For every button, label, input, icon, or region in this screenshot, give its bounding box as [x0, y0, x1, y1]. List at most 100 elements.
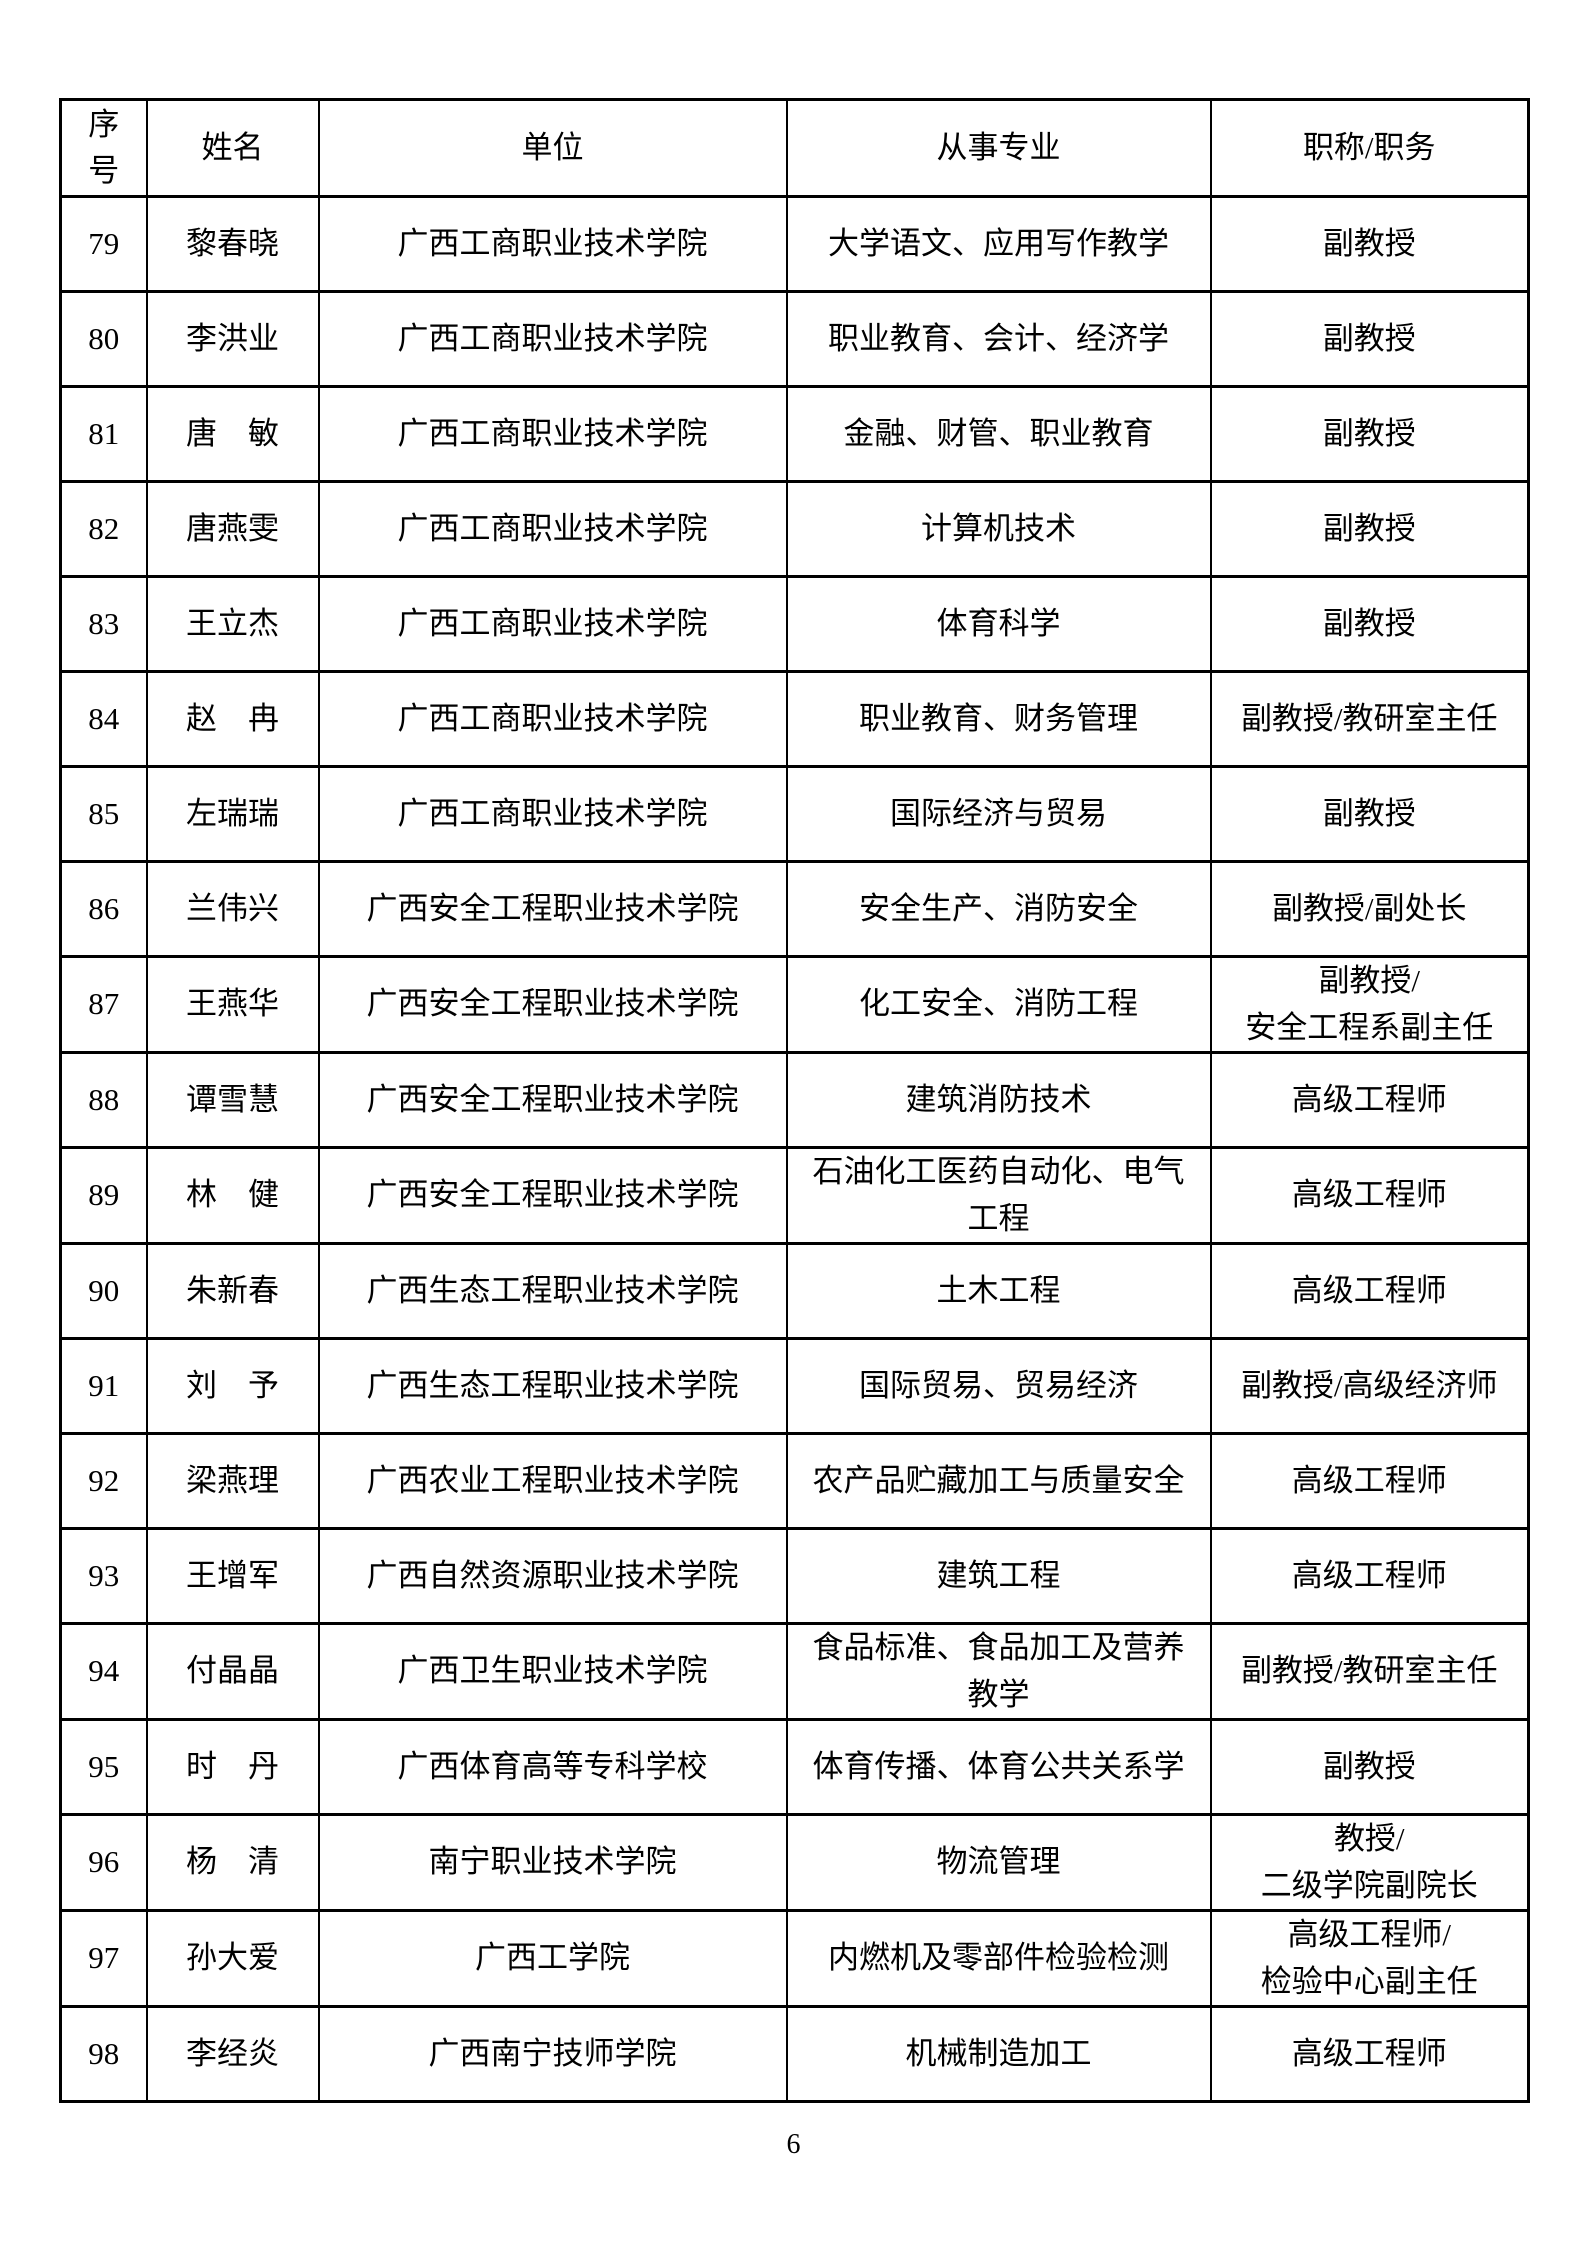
cell-title: 高级工程师 — [1209, 1527, 1530, 1625]
cell-unit: 广西安全工程职业技术学院 — [317, 860, 788, 958]
table-row: 83 王立杰 广西工商职业技术学院 体育科学 副教授 — [59, 575, 1530, 673]
cell-unit: 广西工商职业技术学院 — [317, 480, 788, 578]
cell-serial: 83 — [59, 575, 148, 673]
table-row: 94 付晶晶 广西卫生职业技术学院 食品标准、食品加工及营养 教学 副教授/教研… — [59, 1622, 1530, 1721]
cell-serial: 82 — [59, 480, 148, 578]
cell-serial: 81 — [59, 385, 148, 483]
cell-unit: 广西体育高等专科学校 — [317, 1718, 788, 1816]
cell-unit: 广西安全工程职业技术学院 — [317, 1146, 788, 1245]
cell-serial: 80 — [59, 290, 148, 388]
cell-name: 赵 冉 — [145, 670, 320, 768]
cell-serial: 96 — [59, 1813, 148, 1912]
cell-unit: 广西工学院 — [317, 1909, 788, 2008]
cell-title: 副教授/教研室主任 — [1209, 1622, 1530, 1721]
cell-title: 高级工程师/ 检验中心副主任 — [1209, 1909, 1530, 2008]
cell-specialty: 建筑消防技术 — [785, 1051, 1212, 1149]
cell-specialty: 安全生产、消防安全 — [785, 860, 1212, 958]
cell-specialty: 物流管理 — [785, 1813, 1212, 1912]
cell-title: 副教授/ 安全工程系副主任 — [1209, 955, 1530, 1054]
cell-unit: 广西安全工程职业技术学院 — [317, 955, 788, 1054]
cell-name: 王燕华 — [145, 955, 320, 1054]
cell-unit: 广西工商职业技术学院 — [317, 765, 788, 863]
cell-specialty: 建筑工程 — [785, 1527, 1212, 1625]
table-header-row: 序 号 姓名 单位 从事专业 职称/职务 — [59, 98, 1530, 198]
cell-title: 副教授 — [1209, 480, 1530, 578]
table-row: 88 谭雪慧 广西安全工程职业技术学院 建筑消防技术 高级工程师 — [59, 1051, 1530, 1149]
cell-title: 副教授 — [1209, 575, 1530, 673]
cell-specialty: 石油化工医药自动化、电气 工程 — [785, 1146, 1212, 1245]
personnel-table: 序 号 姓名 单位 从事专业 职称/职务 79 黎春晓 广西工商职业技术学院 大… — [59, 98, 1530, 2103]
cell-specialty: 体育科学 — [785, 575, 1212, 673]
cell-unit: 广西卫生职业技术学院 — [317, 1622, 788, 1721]
cell-name: 唐燕雯 — [145, 480, 320, 578]
cell-serial: 97 — [59, 1909, 148, 2008]
table-row: 81 唐 敏 广西工商职业技术学院 金融、财管、职业教育 副教授 — [59, 385, 1530, 483]
cell-specialty: 大学语文、应用写作教学 — [785, 195, 1212, 293]
cell-title: 副教授 — [1209, 195, 1530, 293]
cell-unit: 广西农业工程职业技术学院 — [317, 1432, 788, 1530]
cell-name: 杨 清 — [145, 1813, 320, 1912]
cell-title: 副教授 — [1209, 1718, 1530, 1816]
table-row: 95 时 丹 广西体育高等专科学校 体育传播、体育公共关系学 副教授 — [59, 1718, 1530, 1816]
table-row: 85 左瑞瑞 广西工商职业技术学院 国际经济与贸易 副教授 — [59, 765, 1530, 863]
cell-name: 梁燕理 — [145, 1432, 320, 1530]
cell-serial: 94 — [59, 1622, 148, 1721]
cell-title: 高级工程师 — [1209, 1051, 1530, 1149]
table-body: 79 黎春晓 广西工商职业技术学院 大学语文、应用写作教学 副教授 80 李洪业… — [59, 195, 1530, 2103]
table-row: 84 赵 冉 广西工商职业技术学院 职业教育、财务管理 副教授/教研室主任 — [59, 670, 1530, 768]
cell-serial: 85 — [59, 765, 148, 863]
cell-serial: 98 — [59, 2005, 148, 2103]
cell-specialty: 职业教育、会计、经济学 — [785, 290, 1212, 388]
cell-name: 王增军 — [145, 1527, 320, 1625]
cell-serial: 95 — [59, 1718, 148, 1816]
cell-title: 高级工程师 — [1209, 1146, 1530, 1245]
cell-serial: 92 — [59, 1432, 148, 1530]
cell-name: 王立杰 — [145, 575, 320, 673]
cell-unit: 广西自然资源职业技术学院 — [317, 1527, 788, 1625]
cell-name: 兰伟兴 — [145, 860, 320, 958]
cell-title: 高级工程师 — [1209, 2005, 1530, 2103]
cell-specialty: 国际经济与贸易 — [785, 765, 1212, 863]
cell-serial: 86 — [59, 860, 148, 958]
cell-specialty: 职业教育、财务管理 — [785, 670, 1212, 768]
cell-name: 谭雪慧 — [145, 1051, 320, 1149]
table-row: 79 黎春晓 广西工商职业技术学院 大学语文、应用写作教学 副教授 — [59, 195, 1530, 293]
table-row: 91 刘 予 广西生态工程职业技术学院 国际贸易、贸易经济 副教授/高级经济师 — [59, 1337, 1530, 1435]
cell-unit: 广西工商职业技术学院 — [317, 195, 788, 293]
cell-title: 教授/ 二级学院副院长 — [1209, 1813, 1530, 1912]
cell-serial: 84 — [59, 670, 148, 768]
cell-name: 唐 敏 — [145, 385, 320, 483]
cell-title: 副教授 — [1209, 765, 1530, 863]
table-row: 98 李经炎 广西南宁技师学院 机械制造加工 高级工程师 — [59, 2005, 1530, 2103]
cell-specialty: 农产品贮藏加工与质量安全 — [785, 1432, 1212, 1530]
col-header-specialty: 从事专业 — [785, 98, 1212, 198]
cell-specialty: 计算机技术 — [785, 480, 1212, 578]
table-row: 86 兰伟兴 广西安全工程职业技术学院 安全生产、消防安全 副教授/副处长 — [59, 860, 1530, 958]
cell-unit: 广西工商职业技术学院 — [317, 385, 788, 483]
cell-unit: 南宁职业技术学院 — [317, 1813, 788, 1912]
cell-title: 副教授/高级经济师 — [1209, 1337, 1530, 1435]
cell-name: 左瑞瑞 — [145, 765, 320, 863]
cell-specialty: 土木工程 — [785, 1242, 1212, 1340]
cell-serial: 91 — [59, 1337, 148, 1435]
cell-serial: 89 — [59, 1146, 148, 1245]
cell-name: 李经炎 — [145, 2005, 320, 2103]
cell-specialty: 国际贸易、贸易经济 — [785, 1337, 1212, 1435]
cell-unit: 广西工商职业技术学院 — [317, 575, 788, 673]
cell-specialty: 化工安全、消防工程 — [785, 955, 1212, 1054]
page-number: 6 — [786, 2129, 801, 2160]
cell-title: 副教授 — [1209, 290, 1530, 388]
cell-unit: 广西南宁技师学院 — [317, 2005, 788, 2103]
table-row: 87 王燕华 广西安全工程职业技术学院 化工安全、消防工程 副教授/ 安全工程系… — [59, 955, 1530, 1054]
cell-name: 李洪业 — [145, 290, 320, 388]
table-row: 90 朱新春 广西生态工程职业技术学院 土木工程 高级工程师 — [59, 1242, 1530, 1340]
cell-name: 刘 予 — [145, 1337, 320, 1435]
cell-serial: 88 — [59, 1051, 148, 1149]
cell-title: 副教授/副处长 — [1209, 860, 1530, 958]
cell-specialty: 机械制造加工 — [785, 2005, 1212, 2103]
cell-specialty: 金融、财管、职业教育 — [785, 385, 1212, 483]
table-row: 92 梁燕理 广西农业工程职业技术学院 农产品贮藏加工与质量安全 高级工程师 — [59, 1432, 1530, 1530]
col-header-title: 职称/职务 — [1209, 98, 1530, 198]
table-row: 89 林 健 广西安全工程职业技术学院 石油化工医药自动化、电气 工程 高级工程… — [59, 1146, 1530, 1245]
